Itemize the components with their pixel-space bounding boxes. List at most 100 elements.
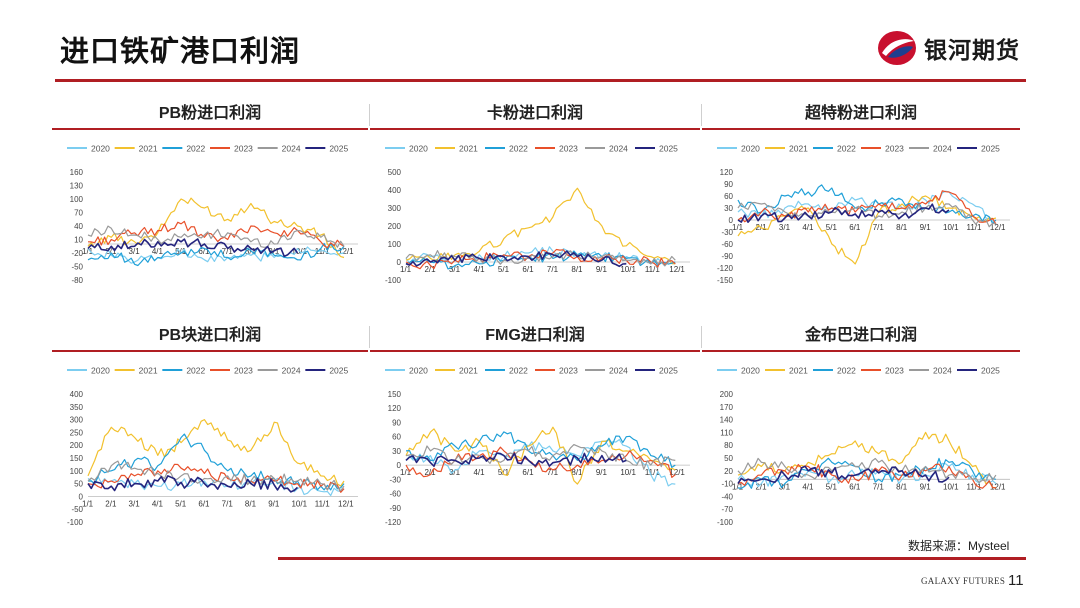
panel-divider: [370, 128, 700, 130]
series-line-2020: [405, 438, 676, 487]
legend-label: 2024: [609, 144, 628, 154]
y-tick-label: -120: [717, 264, 734, 273]
header-divider: [55, 79, 1026, 82]
legend-entry: 2024: [585, 144, 628, 154]
panel-separator: [369, 326, 370, 348]
x-tick-label: 7/1: [873, 482, 885, 491]
x-tick-label: 3/1: [779, 223, 791, 232]
x-tick-label: 1/1: [732, 482, 744, 491]
y-tick-label: -90: [721, 252, 733, 261]
series-line-2025: [87, 238, 299, 258]
panel-title: 超特粉进口利润: [804, 105, 917, 122]
x-tick-label: 1/1: [732, 223, 744, 232]
x-tick-label: 8/1: [896, 482, 908, 491]
x-tick-label: 10/1: [943, 482, 959, 491]
series-line-2021: [87, 197, 345, 259]
y-tick-label: 90: [392, 418, 401, 427]
y-tick-label: 100: [388, 240, 402, 249]
chart-pb-lump: 2020 2021 2022 2023 2024 2025 400 350 300 250 200 1…: [67, 366, 358, 527]
y-tick-label: -120: [385, 518, 402, 527]
panel-title: PB块进口利润: [158, 327, 262, 344]
legend-entry: 2021: [765, 144, 808, 154]
legend-entry: 2025: [305, 366, 349, 376]
y-tick-label: -150: [717, 276, 734, 285]
x-tick-label: 2/1: [105, 499, 117, 508]
x-tick-label: 3/1: [449, 265, 461, 274]
legend-entry: 2025: [305, 144, 349, 154]
x-tick-label: 6/1: [849, 482, 861, 491]
panel-separator: [701, 326, 702, 348]
legend-label: 2024: [609, 366, 628, 376]
legend-entry: 2020: [717, 366, 760, 376]
legend-entry: 2024: [909, 366, 952, 376]
legend-label: 2023: [559, 366, 578, 376]
y-tick-label: 110: [720, 428, 733, 437]
x-tick-label: 9/1: [920, 482, 932, 491]
y-tick-label: -100: [385, 276, 402, 285]
x-tick-label: 11/1: [315, 247, 331, 256]
y-tick-label: 60: [724, 192, 733, 201]
legend-entry: 2021: [114, 366, 158, 376]
x-tick-label: 3/1: [129, 499, 141, 508]
series-line-2024: [405, 443, 676, 470]
y-tick-label: 0: [729, 216, 734, 225]
series-line-2025: [405, 452, 627, 467]
legend-label: 2025: [329, 366, 348, 376]
panel-divider: [702, 350, 1020, 352]
legend-entry: 2023: [535, 366, 578, 376]
x-tick-label: 11/1: [315, 499, 331, 508]
series-line-2022: [87, 242, 345, 267]
y-tick-label: 0: [397, 258, 402, 267]
y-tick-label: 160: [70, 168, 84, 177]
legend-entry: 2022: [162, 366, 206, 376]
panel-pb-lump: PB块进口利润 2020 2021 2022 2023 2024 2025 400 350 30…: [52, 322, 368, 530]
legend-entry: 2025: [635, 366, 678, 376]
legend-entry: 2020: [385, 366, 428, 376]
y-tick-label: 200: [388, 222, 402, 231]
series-line-2025: [737, 465, 950, 485]
y-tick-label: 30: [392, 447, 401, 456]
page-number: 11: [1008, 572, 1024, 589]
y-tick-label: 50: [74, 480, 83, 489]
series-line-2023: [87, 463, 345, 493]
series-line-2020: [737, 190, 997, 225]
x-tick-label: 8/1: [245, 499, 257, 508]
x-tick-label: 6/1: [198, 499, 210, 508]
panel-title: 金布巴进口利润: [804, 327, 917, 344]
legend-entry: 2024: [257, 366, 301, 376]
x-tick-label: 12/1: [338, 499, 354, 508]
series-line-2025: [87, 475, 299, 493]
galaxy-logo-icon: [878, 31, 916, 65]
legend-entry: 2025: [635, 144, 678, 154]
x-tick-label: 8/1: [571, 468, 583, 477]
legend-label: 2025: [981, 144, 1000, 154]
panel-divider: [52, 350, 368, 352]
y-tick-label: 400: [388, 186, 402, 195]
legend-label: 2021: [139, 144, 158, 154]
panel-divider: [702, 128, 1020, 130]
legend-label: 2021: [789, 366, 808, 376]
series-line-2023: [87, 220, 345, 249]
x-tick-label: 2/1: [755, 482, 767, 491]
legend-entry: 2025: [957, 366, 1000, 376]
legend-entry: 2023: [535, 144, 578, 154]
y-tick-label: 90: [724, 180, 733, 189]
legend-label: 2022: [837, 366, 856, 376]
legend-label: 2024: [282, 144, 301, 154]
x-tick-label: 12/1: [990, 482, 1006, 491]
series-line-2025: [737, 203, 950, 223]
x-tick-label: 11/1: [966, 482, 982, 491]
y-tick-label: 140: [720, 416, 734, 425]
panel-pb-fines: PB粉进口利润 2020 2021 2022 2023 2024 2025 160 130 10…: [52, 100, 368, 320]
x-tick-label: 5/1: [175, 499, 187, 508]
x-tick-label: 10/1: [291, 499, 307, 508]
panel-title: 卡粉进口利润: [486, 105, 583, 122]
panel-divider: [370, 350, 700, 352]
x-tick-label: 7/1: [222, 499, 234, 508]
legend-label: 2023: [234, 144, 253, 154]
x-tick-label: 3/1: [779, 482, 791, 491]
x-tick-label: 12/1: [338, 247, 354, 256]
y-tick-label: 200: [720, 390, 734, 399]
legend-entry: 2023: [210, 144, 253, 154]
x-tick-label: 4/1: [152, 499, 164, 508]
